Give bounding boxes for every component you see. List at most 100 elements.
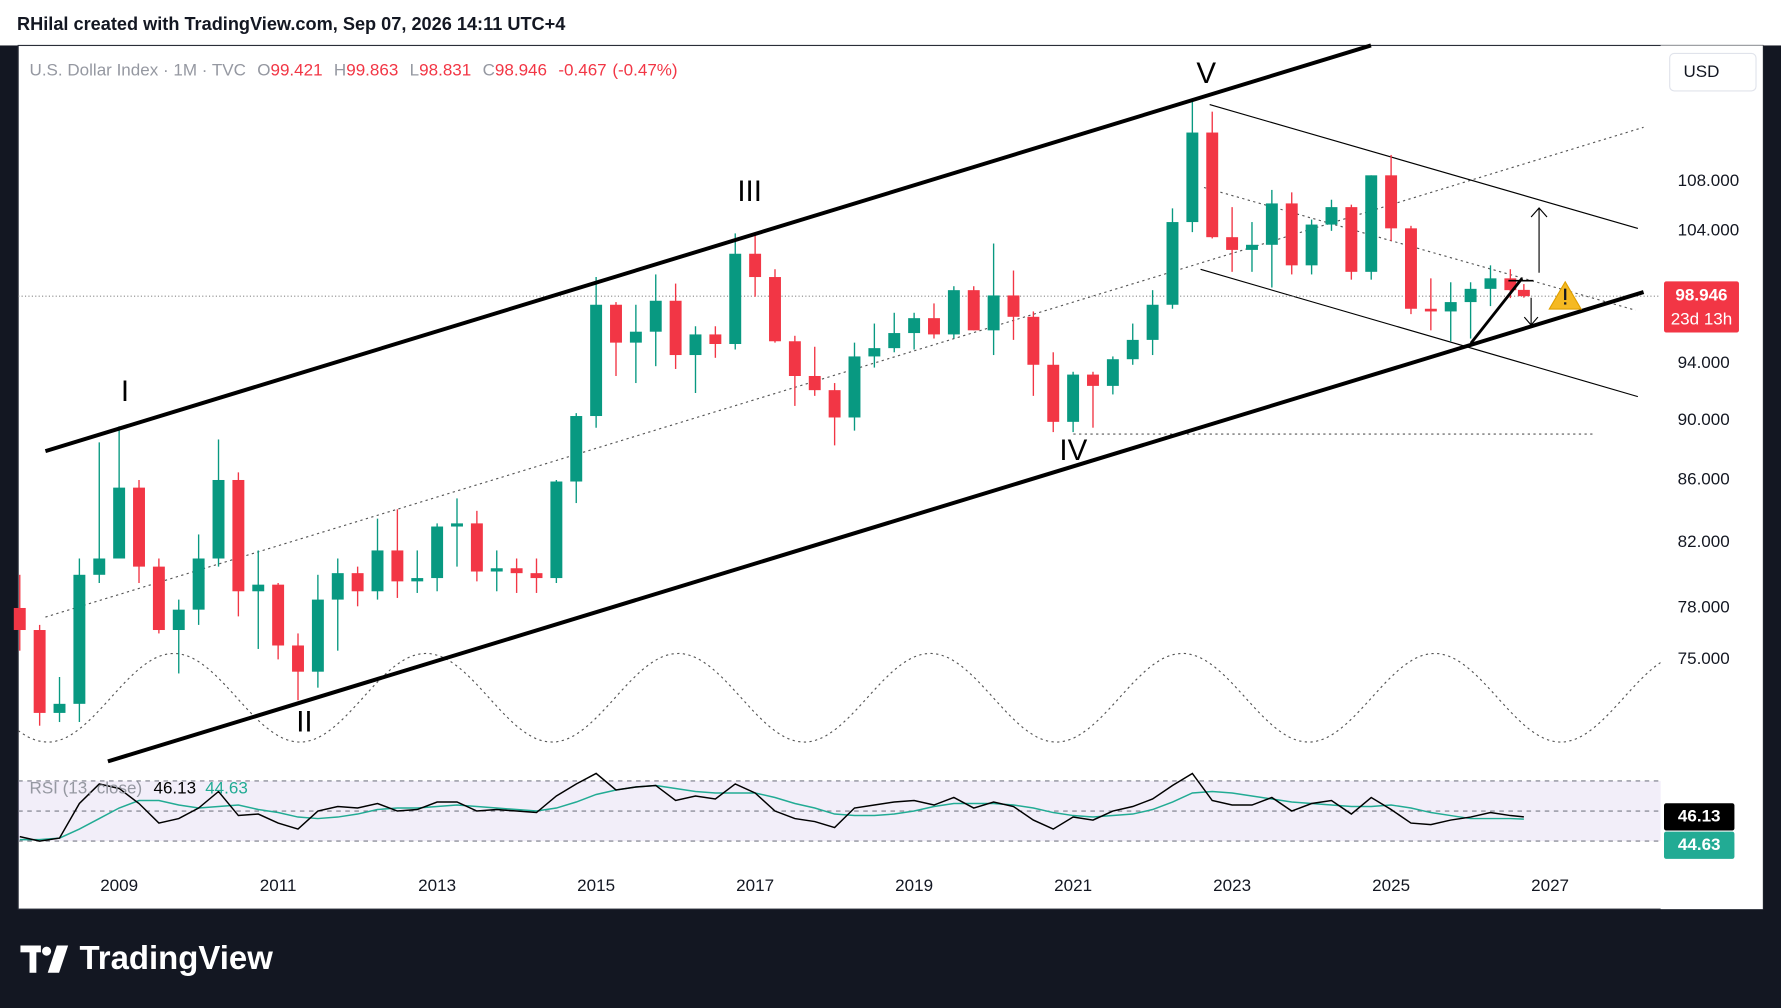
- ohlc-label: C: [483, 60, 495, 79]
- candle-body: [451, 523, 463, 527]
- rsi-ma-tag-value: 44.63: [1678, 835, 1721, 854]
- x-tick-label: 2017: [736, 876, 774, 895]
- change: -0.467: [558, 60, 606, 79]
- ohlc-value: 98.946: [495, 60, 547, 79]
- candle-body: [33, 630, 46, 713]
- candle-body: [1385, 175, 1398, 229]
- wave-label: II: [296, 706, 312, 739]
- candle-body: [629, 331, 642, 343]
- descending-upper: [1209, 104, 1639, 229]
- candle-body: [1405, 228, 1417, 309]
- candle-body: [133, 487, 145, 567]
- candle-body: [908, 318, 921, 334]
- candle-body: [1345, 207, 1358, 272]
- down-arrow-head: [1523, 316, 1539, 326]
- y-tick-label: 104.000: [1678, 220, 1740, 239]
- rsi-tag: [1664, 803, 1735, 831]
- ohlc-label: H: [334, 60, 346, 79]
- x-tick-label: 2011: [260, 876, 297, 895]
- candle-body: [73, 574, 86, 704]
- descending-lower: [1200, 268, 1639, 398]
- candle-body: [828, 390, 841, 418]
- candle-body: [1027, 316, 1040, 365]
- candle-body: [669, 300, 682, 356]
- x-tick-label: 2027: [1531, 876, 1569, 895]
- wave-label: I: [121, 375, 129, 408]
- logo: [20, 945, 69, 973]
- ohlc-label: O: [257, 60, 270, 79]
- rsi-title: RSI (13, close): [30, 778, 143, 797]
- candle-body: [152, 566, 165, 631]
- ohlc-label: L: [410, 60, 419, 79]
- candle-body: [391, 550, 404, 582]
- wave-label: III: [737, 175, 762, 208]
- candle-body: [351, 573, 364, 592]
- candle-body: [510, 568, 523, 574]
- candle-body: [1246, 244, 1258, 250]
- channel-lower: [107, 290, 1645, 764]
- warning-dot: [1564, 302, 1567, 305]
- trendline: [1469, 277, 1524, 345]
- candle-body: [1424, 308, 1437, 312]
- countdown: 23d 13h: [1671, 310, 1733, 329]
- logo-slash: [47, 945, 69, 973]
- rsi-line: [19, 772, 1524, 842]
- currency[interactable]: USD: [1684, 62, 1720, 81]
- x-tick-label: 2013: [418, 876, 456, 895]
- candle-body: [1226, 237, 1239, 250]
- rsi-value: 46.13: [154, 778, 197, 797]
- candle-body: [1067, 374, 1080, 422]
- candle-body: [1146, 304, 1159, 340]
- candle-body: [1126, 339, 1139, 360]
- candle-body: [53, 703, 66, 713]
- candle-body: [530, 573, 543, 579]
- x-tick-label: 2025: [1372, 876, 1410, 895]
- candle-body: [1464, 288, 1477, 303]
- x-tick-label: 2015: [577, 876, 615, 895]
- candle-body: [1087, 374, 1099, 386]
- candle-body: [1365, 175, 1378, 272]
- candle-body: [808, 375, 821, 391]
- price-tag: [1664, 281, 1739, 333]
- y-tick-label: 82.000: [1678, 532, 1730, 551]
- candle-body: [689, 334, 702, 356]
- y-tick-label: 75.000: [1678, 649, 1730, 668]
- candle-body: [868, 348, 881, 357]
- candle-body: [212, 479, 225, 559]
- candle-body: [947, 290, 960, 335]
- candle-body: [1504, 278, 1517, 291]
- top-bar: [0, 0, 1781, 46]
- candle-body: [1305, 224, 1318, 266]
- x-tick-label: 2021: [1054, 876, 1092, 895]
- candle-body: [729, 253, 742, 345]
- candle-body: [610, 304, 622, 343]
- candle-body: [1484, 278, 1497, 289]
- y-tick-label: 108.000: [1678, 171, 1740, 190]
- candle-body: [1444, 302, 1457, 312]
- candle-body: [1325, 207, 1338, 225]
- channel-upper: [44, 43, 1372, 454]
- brand: TradingView: [80, 939, 274, 976]
- up-arrow-head: [1530, 207, 1548, 218]
- candle-body: [490, 568, 503, 572]
- currency-button[interactable]: [1669, 52, 1757, 92]
- ohlc-value: 99.863: [346, 60, 398, 79]
- channel-median: [45, 126, 1644, 618]
- candle-body: [172, 609, 185, 631]
- candle-body: [709, 334, 722, 345]
- candle-body: [292, 645, 304, 672]
- candle-body: [590, 304, 603, 417]
- trend-drawings: [44, 43, 1645, 764]
- candle-body: [649, 300, 662, 332]
- y-tick-label: 86.000: [1678, 469, 1730, 488]
- y-tick-label: 94.000: [1678, 353, 1730, 372]
- symbol-legend: U.S. Dollar Index · 1M · TVC O99.421 H99.8…: [30, 60, 678, 79]
- candle-body: [431, 526, 444, 579]
- candle-body: [1007, 295, 1020, 317]
- credit: RHilal created with TradingView.com, Sep…: [17, 14, 565, 34]
- candle-body: [550, 481, 563, 579]
- candle-body: [769, 277, 781, 342]
- candle-body: [1186, 132, 1199, 223]
- change-percent: (-0.47%): [612, 60, 677, 79]
